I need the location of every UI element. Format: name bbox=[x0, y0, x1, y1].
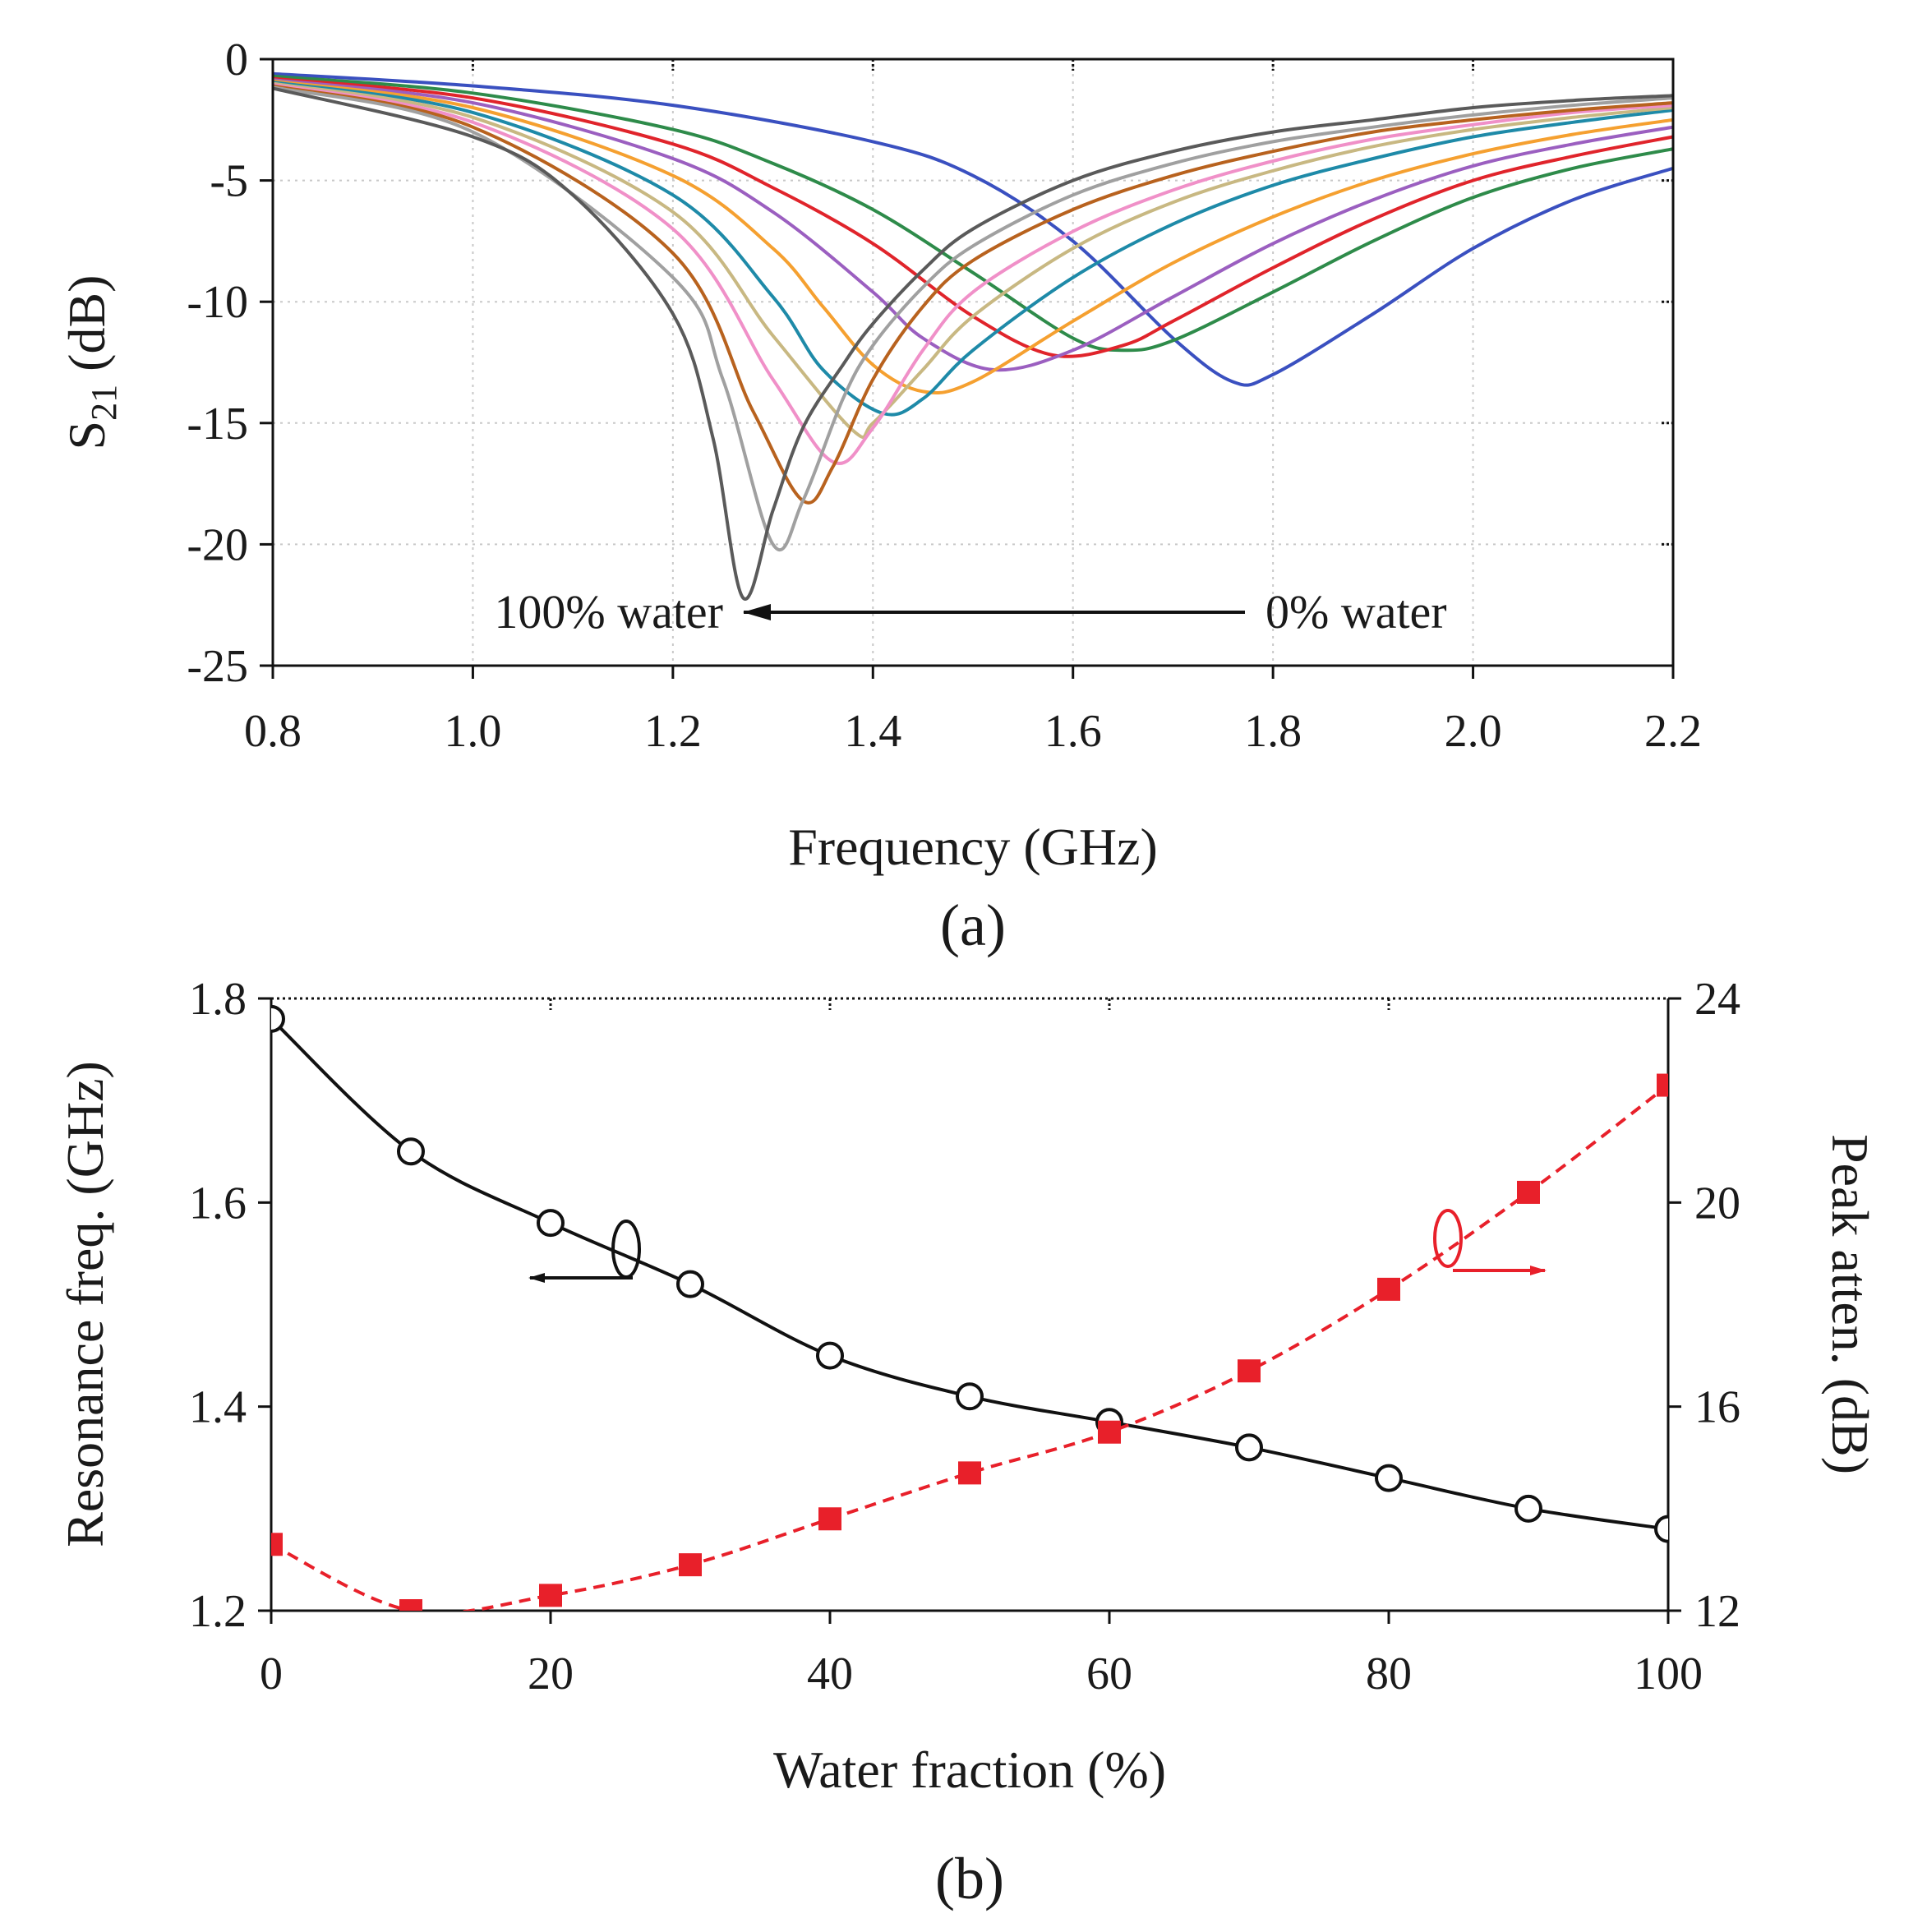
panel-a-ytick-label: -15 bbox=[187, 399, 248, 450]
panel-a-series-line bbox=[273, 76, 1673, 358]
panel-b-xtick-label: 0 bbox=[260, 1648, 283, 1699]
panel-a-ylabel: S21 (dB) bbox=[58, 275, 124, 450]
peak-atten-marker bbox=[1517, 1180, 1540, 1204]
resonance-freq-marker bbox=[537, 1209, 565, 1238]
panel-b-ytick-label-left: 1.4 bbox=[189, 1382, 247, 1433]
annotation-100-water: 100% water bbox=[494, 585, 723, 639]
annotation-0-water: 0% water bbox=[1265, 585, 1447, 639]
panel-a-series-line bbox=[273, 71, 1673, 387]
panel-a-xtick-label: 2.0 bbox=[1445, 706, 1502, 757]
panel-a-ytick-label: 0 bbox=[225, 35, 248, 85]
panel-a-chart: 0.8 1.0 1.2 1.4 1.6 1.8 2.0 2.20-5-10-15-20-25 … bbox=[58, 35, 1702, 958]
resonance-freq-marker bbox=[1235, 1433, 1263, 1462]
resonance-freq-marker bbox=[1654, 1515, 1668, 1543]
panel-b-ylabel-right: Peak atten. (dB) bbox=[1821, 1134, 1879, 1474]
right-axis-indicator-ellipse bbox=[1433, 1209, 1463, 1268]
panel-b-ticks: 0 20 40 60 80 100 1.2 1.4 1.6 1.8 12 16 20 24 bbox=[189, 974, 1740, 1699]
resonance-freq-line bbox=[271, 1017, 1668, 1531]
peak-atten-marker bbox=[1238, 1359, 1261, 1383]
panel-b-ytick-label-right: 12 bbox=[1694, 1586, 1740, 1637]
panel-a-ytick-label: -20 bbox=[187, 519, 248, 570]
panel-a-xtick-label: 1.2 bbox=[644, 706, 702, 757]
resonance-freq-marker bbox=[676, 1270, 704, 1298]
peak-atten-marker bbox=[1657, 1073, 1668, 1097]
peak-atten-marker bbox=[958, 1461, 981, 1485]
panel-b-series-group bbox=[271, 1004, 1668, 1611]
panel-b-chart: 0 20 40 60 80 100 1.2 1.4 1.6 1.8 12 16 20 24 Water f… bbox=[56, 974, 1879, 1911]
panel-b-xtick-label: 40 bbox=[807, 1648, 853, 1699]
panel-a-label: (a) bbox=[940, 892, 1006, 958]
panel-a-series-line bbox=[273, 85, 1673, 552]
panel-b-xtick-label: 20 bbox=[528, 1648, 574, 1699]
resonance-freq-marker bbox=[956, 1382, 984, 1411]
panel-a-xtick-label: 0.8 bbox=[244, 706, 302, 757]
panel-a-ylabel-main: S bbox=[58, 421, 116, 450]
panel-a-xtick-label: 2.2 bbox=[1644, 706, 1702, 757]
panel-b-label: (b) bbox=[935, 1846, 1004, 1911]
panel-a-ylabel-units: (dB) bbox=[58, 275, 116, 385]
peak-atten-marker bbox=[679, 1553, 702, 1577]
panel-a-xtick-label: 1.6 bbox=[1044, 706, 1102, 757]
resonance-freq-marker bbox=[1514, 1494, 1542, 1523]
panel-b-ytick-label-right: 16 bbox=[1694, 1382, 1740, 1433]
panel-b-ytick-label-right: 24 bbox=[1694, 974, 1740, 1025]
panel-a-series-line bbox=[273, 83, 1673, 465]
panel-a-xtick-label: 1.8 bbox=[1244, 706, 1302, 757]
peak-atten-line bbox=[271, 1083, 1668, 1611]
panel-a-grid bbox=[273, 59, 1673, 666]
peak-atten-marker bbox=[1377, 1277, 1400, 1301]
panel-a-series-group bbox=[273, 71, 1673, 601]
panel-a-ticks: 0.8 1.0 1.2 1.4 1.6 1.8 2.0 2.2 0 -5 -10 -15 -20 -25 bbox=[187, 35, 1702, 757]
panel-b-xtick-label: 80 bbox=[1366, 1648, 1412, 1699]
left-axis-indicator bbox=[528, 1220, 641, 1283]
panel-a-ytick-label: -25 bbox=[187, 641, 248, 692]
resonance-freq-marker bbox=[816, 1341, 844, 1370]
panel-a-ytick-label: -5 bbox=[210, 156, 248, 207]
panel-b-xtick-label: 60 bbox=[1086, 1648, 1132, 1699]
panel-a-series-line bbox=[273, 74, 1673, 353]
peak-atten-marker bbox=[818, 1507, 841, 1531]
panel-a-xtick-label: 1.4 bbox=[844, 706, 901, 757]
panel-a-xlabel: Frequency (GHz) bbox=[788, 818, 1158, 876]
panel-a-ytick-label: -10 bbox=[187, 277, 248, 328]
panel-a-ylabel-sub: 21 bbox=[84, 385, 124, 421]
peak-atten-marker bbox=[1098, 1420, 1121, 1444]
panel-a-series-line bbox=[273, 78, 1673, 372]
panel-a-xtick-label: 1.0 bbox=[444, 706, 501, 757]
panel-a-frame bbox=[271, 58, 1675, 667]
panel-a-series-line bbox=[273, 86, 1673, 601]
panel-a-series-line bbox=[273, 81, 1673, 417]
peak-atten-marker bbox=[271, 1533, 283, 1556]
panel-b-ytick-label-left: 1.8 bbox=[189, 974, 247, 1025]
panel-b-ytick-label-left: 1.6 bbox=[189, 1178, 247, 1229]
right-axis-indicator bbox=[1433, 1209, 1547, 1275]
panel-a-series-line bbox=[273, 79, 1673, 395]
panel-a-series-line bbox=[273, 84, 1673, 505]
panel-b-ytick-label-right: 20 bbox=[1694, 1178, 1740, 1229]
resonance-freq-marker bbox=[271, 1004, 285, 1033]
panel-b-ytick-label-left: 1.2 bbox=[189, 1586, 247, 1637]
left-axis-indicator-ellipse bbox=[611, 1220, 641, 1279]
resonance-freq-marker bbox=[1375, 1464, 1403, 1492]
panel-b-xtick-label: 100 bbox=[1634, 1648, 1703, 1699]
panel-a-series-line bbox=[273, 81, 1673, 439]
panel-b-ylabel-left: Resonance freq. (GHz) bbox=[56, 1061, 114, 1547]
peak-atten-marker bbox=[539, 1584, 562, 1607]
panel-b-xlabel: Water fraction (%) bbox=[773, 1741, 1166, 1799]
peak-atten-marker bbox=[399, 1599, 422, 1611]
resonance-freq-marker bbox=[397, 1137, 425, 1166]
